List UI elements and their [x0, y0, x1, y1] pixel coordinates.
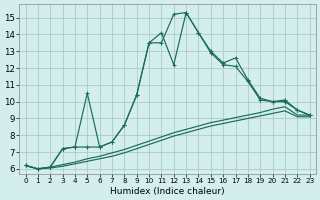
- X-axis label: Humidex (Indice chaleur): Humidex (Indice chaleur): [110, 187, 225, 196]
